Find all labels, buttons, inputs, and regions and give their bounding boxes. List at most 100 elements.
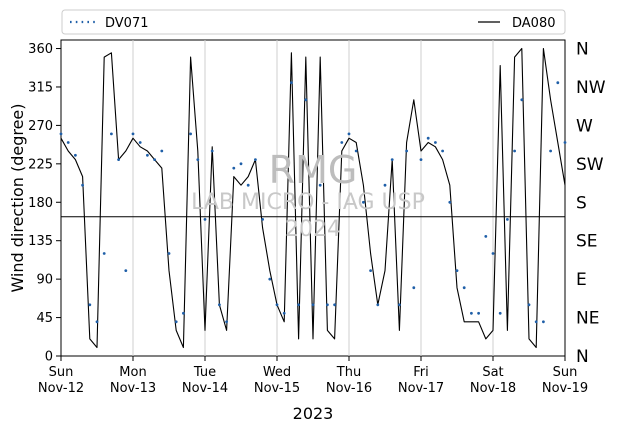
series-dv071-point bbox=[376, 303, 380, 307]
x-tick-label-day: Sat bbox=[482, 365, 503, 380]
series-dv071-point bbox=[146, 153, 149, 157]
x-tick-label-date: Nov-12 bbox=[38, 381, 84, 396]
y-tick-label: 315 bbox=[28, 80, 53, 95]
y-tick-label: 135 bbox=[28, 234, 53, 249]
y-tick-label: 360 bbox=[28, 42, 53, 57]
legend-entry-dv071: DV071 bbox=[70, 16, 149, 31]
x-tick-label-date: Nov-17 bbox=[398, 381, 444, 396]
y-tick-label: 225 bbox=[28, 157, 53, 172]
direction-label: S bbox=[576, 193, 587, 213]
plot-frame bbox=[60, 39, 566, 357]
series-dv071-point bbox=[203, 218, 207, 221]
series-dv071-point bbox=[441, 149, 444, 153]
series-dv071-point bbox=[232, 166, 236, 170]
series-dv071-point bbox=[160, 149, 164, 153]
series-dv071-point bbox=[477, 311, 480, 315]
series-dv071-point bbox=[534, 320, 538, 324]
series-dv071-point bbox=[326, 303, 329, 307]
series-dv071-point bbox=[455, 269, 459, 272]
x-tick-label-date: Nov-13 bbox=[110, 381, 156, 396]
series-dv071-point bbox=[484, 235, 488, 238]
series-dv071-point bbox=[506, 218, 509, 221]
series-dv071-point bbox=[268, 277, 272, 281]
series-dv071-point bbox=[383, 183, 387, 187]
series-dv071-point bbox=[318, 183, 322, 187]
series-dv071-point bbox=[297, 303, 300, 307]
series-dv071-point bbox=[563, 141, 567, 144]
series-dv071-point bbox=[275, 303, 279, 307]
series-dv071-point bbox=[347, 132, 351, 136]
legend: DV071 DA080 bbox=[61, 9, 566, 35]
y-tick-label: 270 bbox=[28, 119, 53, 134]
x-tick-label-day: Sun bbox=[49, 365, 74, 380]
y-tick-label: 90 bbox=[36, 273, 53, 288]
direction-label: N bbox=[576, 347, 589, 367]
series-dv071-point bbox=[513, 149, 516, 153]
direction-label: NW bbox=[576, 78, 606, 98]
x-tick-label-date: Nov-19 bbox=[542, 381, 588, 396]
series-dv071-point bbox=[88, 303, 92, 307]
series-dv071-point bbox=[246, 183, 250, 187]
x-tick-label-date: Nov-16 bbox=[326, 381, 372, 396]
series-dv071-point bbox=[304, 98, 308, 102]
series-dv071-point bbox=[362, 200, 365, 204]
series-dv071-point bbox=[102, 252, 106, 255]
direction-label: SE bbox=[576, 232, 598, 252]
y-axis-title: Wind direction (degree) bbox=[8, 103, 27, 292]
series-dv071-point bbox=[549, 149, 552, 153]
series-dv071-point bbox=[527, 303, 531, 307]
x-tick-label-day: Thu bbox=[336, 365, 361, 380]
series-dv071-point bbox=[225, 320, 229, 324]
series-dv071-point bbox=[405, 149, 408, 153]
y-tick-label: 0 bbox=[45, 350, 53, 365]
series-dv071-point bbox=[261, 218, 264, 221]
series-dv071-point bbox=[290, 81, 293, 85]
x-axis-title: 2023 bbox=[293, 404, 334, 423]
series-dv071-point bbox=[498, 311, 502, 315]
x-tick-label-day: Mon bbox=[119, 365, 146, 380]
series-dv071-point bbox=[153, 158, 157, 162]
watermark-title: RMG bbox=[269, 148, 358, 192]
series-dv071-point bbox=[254, 158, 257, 162]
series-dv071-point bbox=[354, 149, 358, 153]
series-dv071-point bbox=[412, 286, 416, 290]
direction-label: E bbox=[576, 270, 587, 290]
direction-label: NE bbox=[576, 309, 599, 329]
series-dv071-point bbox=[434, 141, 437, 144]
series-dv071-point bbox=[520, 98, 524, 102]
series-dv071-point bbox=[542, 320, 545, 324]
series-dv071-point bbox=[239, 162, 243, 166]
series-dv071-point bbox=[426, 136, 430, 140]
y-tick-label: 180 bbox=[28, 196, 53, 211]
legend-dv071-label: DV071 bbox=[105, 16, 149, 31]
series-dv071-point bbox=[189, 132, 193, 136]
x-gridlines bbox=[132, 40, 494, 356]
direction-label: SW bbox=[576, 155, 604, 175]
x-tick-label-date: Nov-18 bbox=[470, 381, 516, 396]
series-dv071-point bbox=[333, 303, 336, 307]
series-da080-line bbox=[60, 47, 566, 349]
plot-data bbox=[59, 47, 567, 349]
series-dv071-point bbox=[167, 252, 171, 255]
direction-label: N bbox=[576, 40, 589, 60]
series-dv071-point bbox=[196, 158, 200, 162]
series-dv071-point bbox=[81, 183, 84, 187]
x-tick-label-date: Nov-14 bbox=[182, 381, 228, 396]
watermark-lab: LAB MICRO - IAG USP bbox=[191, 190, 425, 215]
x-tick-label-day: Fri bbox=[413, 365, 429, 380]
x-tick-label-date: Nov-15 bbox=[254, 381, 300, 396]
series-dv071-point bbox=[398, 303, 401, 307]
series-dv071-point bbox=[390, 158, 394, 162]
series-dv071-point bbox=[210, 149, 214, 153]
series-dv071-point bbox=[182, 311, 185, 315]
axes: SunNov-12MonNov-13TueNov-14WedNov-15ThuN… bbox=[28, 40, 606, 396]
x-tick-label-day: Wed bbox=[263, 365, 291, 380]
series-dv071-point bbox=[174, 320, 178, 324]
series-dv071-point bbox=[124, 269, 128, 272]
series-dv071-point bbox=[59, 132, 63, 136]
series-dv071-point bbox=[110, 132, 113, 136]
series-dv071-point bbox=[66, 141, 70, 144]
series-dv071-point bbox=[491, 252, 495, 255]
series-dv071-point bbox=[462, 286, 466, 290]
